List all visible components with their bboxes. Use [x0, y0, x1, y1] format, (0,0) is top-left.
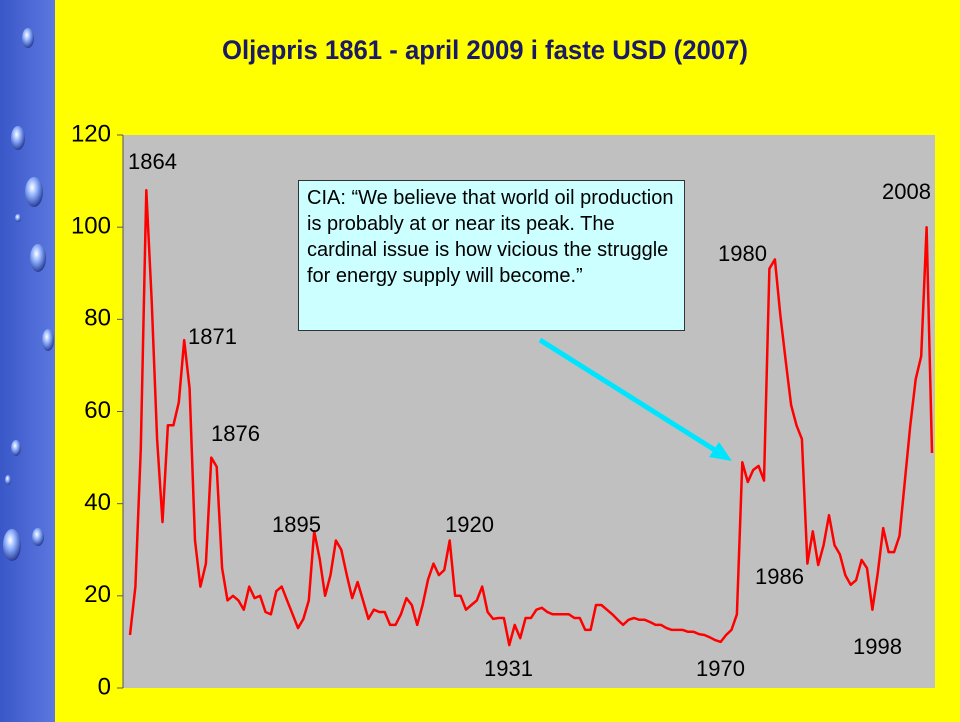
year-annotation: 1986: [755, 564, 804, 589]
y-tick-label: 100: [71, 213, 111, 240]
year-annotation: 2008: [882, 179, 931, 204]
y-tick-label: 0: [98, 673, 111, 700]
side-strip: [0, 0, 55, 722]
drops: [3, 28, 54, 561]
year-annotation: 1980: [718, 241, 767, 266]
year-annotation: 1970: [696, 656, 745, 681]
callout: CIA: “We believe that world oil producti…: [298, 180, 685, 331]
year-annotation: 1920: [445, 512, 494, 537]
y-tick-label: 40: [84, 489, 111, 516]
year-annotation: 1931: [484, 656, 533, 681]
year-annotation: 1895: [272, 512, 321, 537]
y-tick-label: 60: [84, 397, 111, 424]
year-annotation: 1876: [211, 421, 260, 446]
arrow-head: [709, 442, 732, 461]
year-annotation: 1871: [188, 324, 237, 349]
y-tick-label: 20: [84, 581, 111, 608]
y-tick-label: 80: [84, 305, 111, 332]
y-tick-label: 120: [71, 120, 111, 147]
price-line: [128, 189, 934, 647]
arrow: [538, 337, 720, 455]
chart-title: Oljepris 1861 - april 2009 i faste USD (…: [222, 35, 748, 65]
year-annotation: 1864: [128, 149, 177, 174]
year-annotation: 1998: [853, 634, 902, 659]
